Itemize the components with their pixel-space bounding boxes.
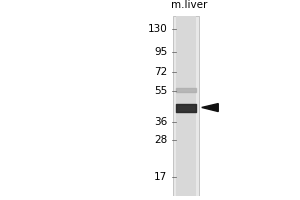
Text: 28: 28 — [154, 135, 167, 145]
Text: 17: 17 — [154, 172, 167, 182]
Text: 130: 130 — [148, 24, 167, 34]
Text: 95: 95 — [154, 47, 167, 57]
Bar — [176, 16, 196, 196]
Text: 55: 55 — [154, 86, 167, 96]
Text: 36: 36 — [154, 117, 167, 127]
Bar — [173, 16, 199, 196]
Text: 72: 72 — [154, 67, 167, 77]
Text: m.liver: m.liver — [171, 0, 207, 10]
Polygon shape — [202, 104, 218, 112]
